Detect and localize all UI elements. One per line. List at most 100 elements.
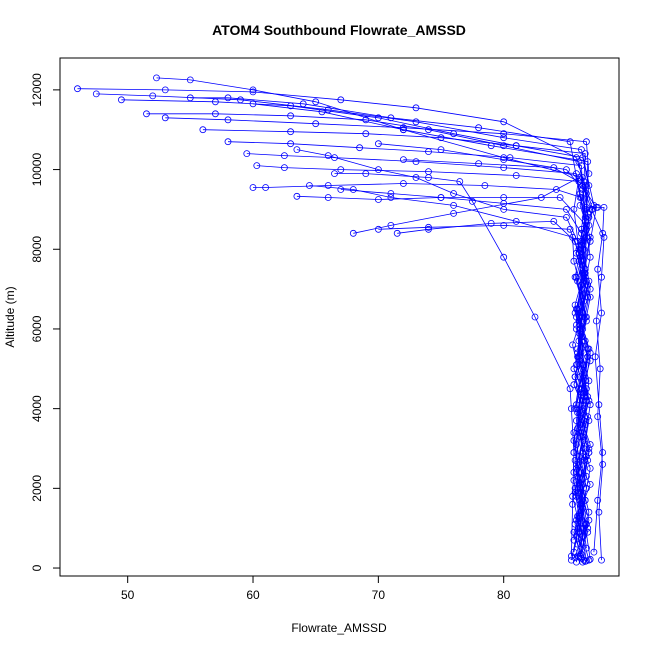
data-point <box>566 225 574 233</box>
series-line <box>296 195 591 553</box>
data-point <box>312 120 320 128</box>
data-point <box>576 357 584 365</box>
series-group <box>74 85 597 560</box>
data-point <box>249 86 257 94</box>
data-point <box>500 253 508 261</box>
data-point <box>586 293 594 301</box>
series-group <box>224 138 593 560</box>
data-point <box>337 186 345 193</box>
series-group <box>305 182 593 552</box>
data-point <box>437 134 445 142</box>
data-point <box>224 116 232 124</box>
series-group <box>118 96 594 563</box>
data-point <box>262 184 270 191</box>
data-point <box>599 229 607 237</box>
data-point <box>349 186 357 193</box>
data-point <box>425 174 432 181</box>
data-point <box>593 317 600 325</box>
data-point <box>581 557 589 565</box>
data-point <box>550 164 558 172</box>
data-point <box>356 144 364 152</box>
data-point <box>586 401 594 409</box>
series-group <box>249 100 593 561</box>
data-point <box>280 152 288 160</box>
data-point <box>437 194 445 201</box>
data-point <box>399 156 407 164</box>
data-point <box>573 154 580 162</box>
data-point <box>293 192 301 200</box>
data-point <box>584 528 592 536</box>
x-tick-label: 60 <box>246 588 260 602</box>
data-point <box>186 76 194 84</box>
data-point <box>584 353 592 361</box>
y-axis-label: Altitude (m) <box>3 286 17 347</box>
data-point <box>570 257 578 265</box>
data-point <box>374 140 382 148</box>
data-point <box>487 142 495 150</box>
data-point <box>287 112 295 120</box>
data-point <box>586 464 594 472</box>
data-point <box>500 221 508 229</box>
data-point <box>249 184 257 191</box>
x-axis: 50 60 70 80 <box>121 575 511 602</box>
data-point <box>583 203 590 211</box>
data-point <box>585 508 593 516</box>
data-point <box>585 221 593 229</box>
y-tick-label: 8000 <box>30 236 44 263</box>
data-point <box>573 273 580 281</box>
series-line <box>96 93 595 558</box>
series-line <box>296 149 590 555</box>
data-point <box>591 353 599 361</box>
data-point <box>585 417 593 425</box>
data-point <box>594 203 602 211</box>
series-group <box>92 90 598 562</box>
data-point <box>450 209 458 217</box>
data-point <box>412 174 420 181</box>
data-point <box>362 130 370 138</box>
series-group <box>143 110 608 564</box>
data-point <box>571 456 579 464</box>
data-point <box>500 130 508 138</box>
data-point <box>571 373 579 381</box>
y-tick-label: 6000 <box>30 315 44 342</box>
data-point <box>563 205 570 213</box>
data-point <box>573 405 580 413</box>
data-point <box>512 217 520 225</box>
data-point <box>598 556 605 564</box>
data-point <box>425 223 432 231</box>
data-point <box>92 90 100 98</box>
data-point <box>374 166 382 174</box>
data-point <box>586 441 594 448</box>
data-point <box>576 194 584 201</box>
data-point <box>595 401 603 409</box>
data-point <box>280 164 288 172</box>
data-point <box>600 233 608 241</box>
x-tick-label: 50 <box>121 588 135 602</box>
data-point <box>578 146 585 154</box>
data-point <box>293 146 301 154</box>
y-tick-label: 4000 <box>30 395 44 422</box>
data-point <box>161 86 169 94</box>
data-point <box>243 150 251 158</box>
series-group <box>186 94 593 566</box>
data-point <box>599 460 607 468</box>
data-point <box>594 496 602 504</box>
y-tick-label: 2000 <box>30 475 44 502</box>
data-point <box>500 156 508 164</box>
data-point <box>500 154 508 162</box>
data-point <box>569 500 576 508</box>
data-point <box>585 449 593 456</box>
data-point <box>599 449 607 456</box>
data-point <box>337 166 345 174</box>
data-point <box>337 96 345 104</box>
data-point <box>305 182 313 189</box>
series-line <box>397 220 590 541</box>
x-tick-label: 70 <box>372 588 386 602</box>
y-axis: 0 2000 4000 6000 8000 10000 12000 <box>30 73 61 571</box>
series-line <box>586 206 605 553</box>
data-point <box>574 305 581 313</box>
data-point <box>331 170 338 178</box>
data-point <box>594 413 602 421</box>
data-point <box>324 152 332 160</box>
